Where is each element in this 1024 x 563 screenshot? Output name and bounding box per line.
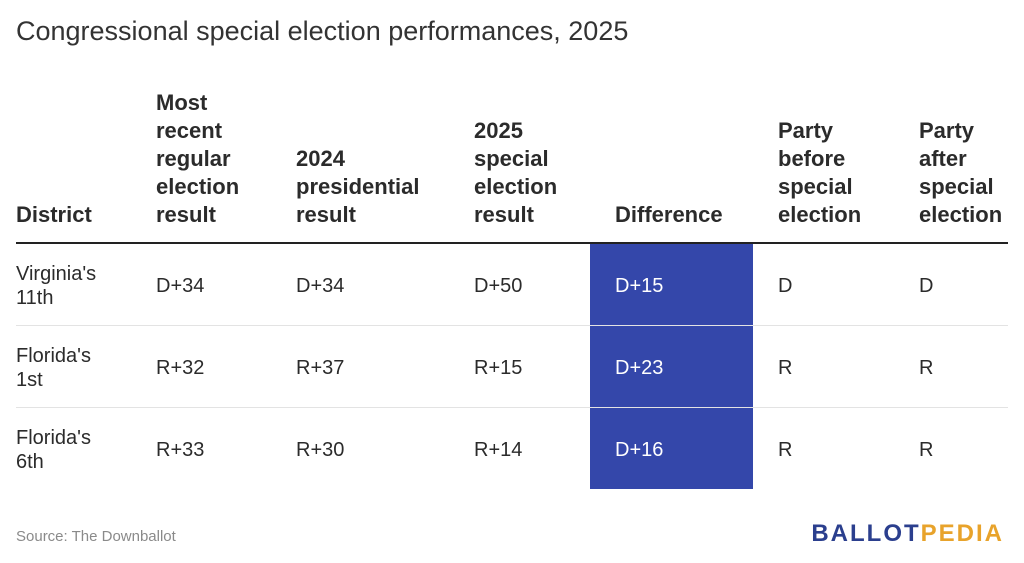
cell-regular: R+33 (156, 439, 205, 461)
cell-presidential: R+30 (296, 439, 345, 461)
cell-regular: D+34 (156, 275, 205, 297)
cell-difference: D+16 (615, 439, 664, 461)
cell-party-after: R (919, 357, 934, 379)
row-divider (16, 407, 1008, 408)
cell-presidential: D+34 (296, 275, 345, 297)
chart-title: Congressional special election performan… (16, 16, 629, 46)
cell-district: Florida's 6th (16, 427, 91, 473)
cell-party-before: D (778, 275, 793, 297)
cell-party-after: R (919, 439, 934, 461)
cell-difference: D+23 (615, 357, 664, 379)
difference-column-highlight (590, 244, 753, 489)
header-party-after: Party after special election (919, 118, 1003, 227)
results-table: District Most recent regular election re… (16, 0, 1008, 563)
cell-special: D+50 (474, 275, 523, 297)
cell-special: R+14 (474, 439, 523, 461)
header-2025-special: 2025 special election result (474, 118, 558, 227)
cell-difference: D+15 (615, 275, 664, 297)
header-divider (16, 242, 1008, 244)
header-party-before: Party before special election (778, 118, 862, 227)
ballotpedia-logo[interactable]: BALLOTPEDIA (811, 520, 1004, 548)
logo-text-pedia: PEDIA (920, 520, 1004, 547)
cell-regular: R+32 (156, 357, 205, 379)
cell-party-after: D (919, 275, 934, 297)
cell-party-before: R (778, 357, 793, 379)
cell-special: R+15 (474, 357, 523, 379)
source-note: Source: The Downballot (16, 528, 176, 545)
cell-district: Florida's 1st (16, 345, 91, 391)
header-difference: Difference (615, 202, 723, 227)
cell-party-before: R (778, 439, 793, 461)
header-2024-presidential: 2024 presidential result (296, 146, 420, 227)
logo-text-ballot: BALLOT (811, 520, 921, 547)
cell-district: Virginia's 11th (16, 263, 97, 309)
header-district: District (16, 202, 92, 227)
header-most-recent-regular: Most recent regular election result (156, 90, 240, 227)
row-divider (16, 325, 1008, 326)
cell-presidential: R+37 (296, 357, 345, 379)
